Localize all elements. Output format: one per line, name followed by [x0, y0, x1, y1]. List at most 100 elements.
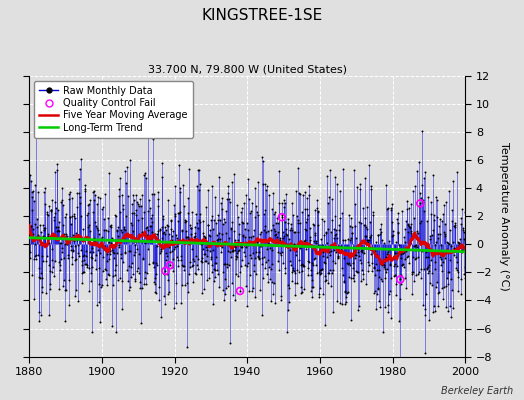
- Point: [383, 266, 391, 272]
- Point: [185, 236, 193, 243]
- Point: [361, 222, 369, 228]
- Point: [301, 206, 309, 212]
- Point: [397, 255, 406, 262]
- Point: [159, 216, 168, 223]
- Point: [113, 228, 121, 234]
- Point: [61, 214, 69, 220]
- Point: [199, 230, 207, 236]
- Point: [77, 156, 85, 163]
- Point: [369, 265, 378, 272]
- Point: [185, 270, 193, 277]
- Point: [135, 203, 143, 209]
- Point: [183, 234, 192, 240]
- Point: [193, 220, 201, 226]
- Point: [53, 228, 61, 234]
- Point: [37, 229, 45, 235]
- Point: [110, 255, 118, 261]
- Point: [345, 212, 353, 218]
- Point: [202, 253, 211, 259]
- Point: [372, 239, 380, 245]
- Point: [89, 248, 97, 255]
- Point: [225, 339, 234, 346]
- Point: [425, 317, 433, 324]
- Point: [144, 208, 152, 214]
- Point: [271, 232, 279, 238]
- Point: [285, 285, 293, 291]
- Point: [418, 128, 427, 135]
- Point: [114, 233, 123, 239]
- Point: [368, 247, 377, 253]
- Point: [377, 276, 385, 283]
- Point: [202, 244, 210, 250]
- Point: [43, 253, 51, 260]
- Point: [268, 190, 277, 196]
- Point: [72, 204, 81, 210]
- Point: [424, 264, 432, 270]
- Point: [91, 238, 100, 244]
- Point: [279, 233, 288, 240]
- Point: [166, 262, 174, 268]
- Point: [38, 289, 46, 295]
- Point: [334, 246, 342, 253]
- Point: [311, 231, 319, 238]
- Point: [377, 221, 385, 227]
- Point: [447, 242, 455, 249]
- Point: [221, 291, 230, 297]
- Point: [438, 284, 446, 291]
- Point: [353, 244, 361, 250]
- Point: [126, 157, 134, 164]
- Point: [283, 307, 292, 314]
- Point: [345, 273, 354, 280]
- Point: [309, 220, 318, 227]
- Point: [390, 255, 398, 262]
- Point: [283, 241, 291, 247]
- Point: [322, 240, 331, 246]
- Point: [253, 209, 261, 216]
- Point: [245, 196, 253, 202]
- Point: [96, 249, 104, 256]
- Point: [320, 259, 328, 265]
- Point: [37, 312, 46, 319]
- Point: [370, 290, 378, 296]
- Point: [204, 260, 213, 266]
- Point: [192, 271, 201, 277]
- Point: [137, 319, 146, 326]
- Point: [99, 206, 107, 213]
- Point: [148, 219, 156, 225]
- Point: [365, 262, 374, 268]
- Point: [337, 301, 346, 307]
- Point: [84, 210, 92, 216]
- Point: [299, 192, 308, 198]
- Point: [421, 249, 430, 256]
- Point: [443, 239, 452, 246]
- Point: [231, 236, 239, 243]
- Point: [223, 196, 231, 202]
- Point: [162, 227, 170, 233]
- Point: [276, 235, 285, 242]
- Point: [273, 215, 281, 222]
- Point: [347, 234, 355, 241]
- Point: [274, 220, 282, 226]
- Point: [50, 198, 59, 205]
- Point: [246, 272, 255, 278]
- Point: [389, 246, 398, 252]
- Point: [424, 254, 433, 260]
- Point: [267, 279, 276, 286]
- Point: [64, 302, 73, 308]
- Point: [339, 237, 347, 244]
- Point: [95, 195, 104, 202]
- Point: [379, 261, 387, 268]
- Point: [84, 265, 93, 271]
- Point: [194, 216, 203, 223]
- Point: [139, 237, 148, 243]
- Point: [239, 232, 247, 238]
- Point: [243, 176, 252, 182]
- Point: [171, 244, 179, 250]
- Point: [389, 228, 397, 234]
- Point: [378, 237, 386, 243]
- Point: [335, 226, 343, 233]
- Point: [276, 252, 285, 258]
- Point: [165, 231, 173, 237]
- Point: [307, 272, 315, 279]
- Point: [133, 268, 141, 274]
